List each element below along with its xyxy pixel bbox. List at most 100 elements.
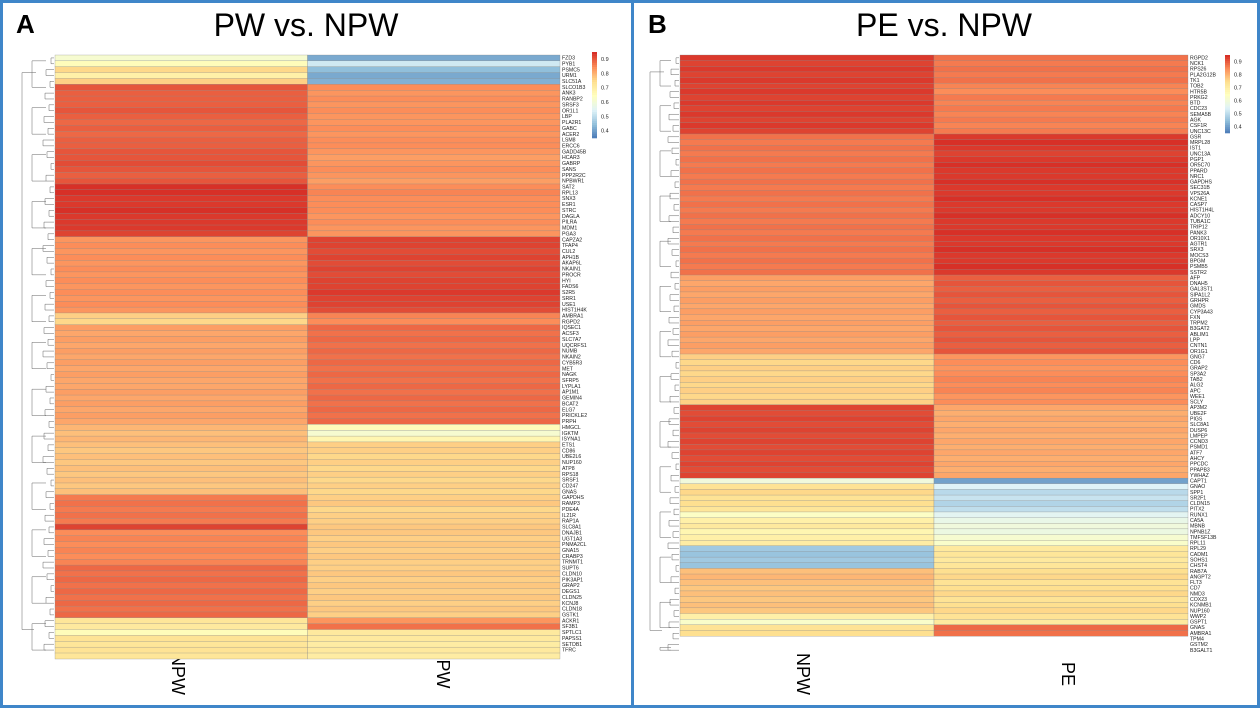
- row-label: ABLIM1: [1190, 332, 1209, 338]
- heatmap-cell: [933, 297, 1189, 304]
- row-label: UBE2L6: [562, 454, 581, 460]
- heatmap-cell: [54, 494, 308, 501]
- colorbar-segment: [1225, 56, 1230, 60]
- row-label: CD7: [1190, 586, 1200, 592]
- heatmap-cell: [54, 547, 308, 554]
- heatmap-cell: [933, 427, 1189, 434]
- heatmap-cell: [54, 66, 308, 73]
- colorbar-segment: [1225, 92, 1230, 95]
- heatmap-cell: [679, 280, 935, 287]
- dendrogram-branch: [44, 514, 54, 522]
- heatmap-cell: [307, 242, 561, 249]
- row-label: URM1: [562, 73, 577, 79]
- heatmap-cell: [54, 101, 308, 109]
- heatmap-cell: [307, 306, 561, 314]
- heatmap-cell: [679, 190, 935, 197]
- colorbar-segment: [592, 103, 597, 107]
- heatmap-cell: [54, 166, 308, 173]
- heatmap-cell: [933, 607, 1189, 614]
- heatmap-cell: [307, 371, 561, 378]
- row-label: PANK3: [1190, 230, 1207, 236]
- heatmap-cell: [679, 415, 935, 422]
- heatmap-cell: [679, 212, 935, 219]
- heatmap-cell: [307, 160, 561, 167]
- dendrogram-branch: [43, 327, 54, 334]
- heatmap-cell: [933, 252, 1189, 259]
- row-label: NPNB1Z: [1190, 529, 1210, 535]
- heatmap-cell: [679, 540, 935, 547]
- row-label: AP1M1: [562, 390, 579, 396]
- dendrogram-branch: [659, 511, 671, 538]
- row-label: SRX3: [1190, 247, 1204, 253]
- panel-a-label: A: [16, 9, 35, 39]
- heatmap-cell: [307, 453, 561, 460]
- heatmap-cell: [679, 398, 935, 406]
- row-label: NCK1: [1190, 61, 1204, 67]
- heatmap-cell: [307, 559, 561, 566]
- heatmap-cell: [307, 342, 561, 349]
- row-label: AHCY: [1190, 456, 1205, 462]
- colorbar-segment: [1225, 90, 1230, 93]
- dendrogram-branch: [670, 373, 679, 380]
- row-label: PILRA: [562, 220, 578, 226]
- colorbar-segment: [592, 71, 597, 74]
- heatmap-cell: [933, 235, 1189, 242]
- row-label: GSR: [1190, 134, 1201, 140]
- heatmap-cell: [307, 254, 561, 261]
- heatmap-cell: [307, 500, 561, 507]
- heatmap-cell: [307, 301, 561, 308]
- heatmap-cell: [933, 449, 1189, 456]
- heatmap-cell: [679, 201, 935, 208]
- heatmap-cell: [54, 78, 308, 85]
- colorbar-segment: [592, 135, 597, 139]
- dendrogram-branch: [659, 556, 671, 583]
- heatmap-cell: [307, 383, 561, 390]
- heatmap-cell: [307, 60, 561, 68]
- row-label: CADM1: [1190, 552, 1208, 558]
- heatmap-cell: [54, 160, 308, 167]
- heatmap-cell: [679, 336, 935, 344]
- heatmap-cell: [679, 607, 935, 614]
- heatmap-cell: [679, 297, 935, 304]
- heatmap-cell: [679, 145, 935, 152]
- heatmap-cell: [933, 116, 1189, 123]
- heatmap-cell: [54, 312, 308, 320]
- heatmap-cell: [54, 353, 308, 361]
- colorbar-segment: [592, 52, 597, 55]
- heatmap-cell: [679, 71, 935, 78]
- heatmap-cell: [933, 184, 1189, 191]
- row-label: PIK3AP1: [562, 577, 583, 583]
- heatmap-cell: [54, 230, 308, 238]
- dendrogram-branch: [667, 542, 679, 549]
- heatmap-cell: [679, 353, 935, 360]
- colorbar-tick-label: 0.9: [1234, 59, 1242, 65]
- dendrogram-branch: [672, 125, 679, 132]
- row-label: HYI: [562, 278, 571, 284]
- heatmap-cell: [933, 173, 1189, 180]
- heatmap-cell: [679, 150, 935, 157]
- heatmap-cell: [307, 295, 561, 302]
- heatmap-cell: [679, 111, 935, 118]
- dendrogram-branch: [659, 286, 671, 312]
- heatmap-cell: [54, 523, 308, 531]
- row-label: ANK3: [562, 91, 576, 97]
- dendrogram-branch: [44, 409, 54, 416]
- dendrogram-branch: [48, 632, 54, 639]
- heatmap-cell: [679, 319, 935, 327]
- colorbar-segment: [1225, 99, 1230, 103]
- colorbar-tick-label: 0.7: [1234, 85, 1242, 91]
- heatmap-cell: [933, 314, 1189, 321]
- heatmap-cell: [54, 301, 308, 308]
- row-label: VPS26A: [1190, 191, 1210, 197]
- heatmap-cell: [307, 125, 561, 132]
- row-label: PSMD1: [1190, 445, 1208, 451]
- colorbar-tick-label: 0.4: [601, 129, 609, 135]
- colorbar-segment: [1225, 113, 1230, 116]
- heatmap-cell: [679, 263, 935, 270]
- panel-b-heatmap: [679, 54, 1189, 637]
- row-label: NAGK: [562, 372, 577, 378]
- heatmap-cell: [54, 84, 308, 91]
- heatmap-cell: [679, 590, 935, 597]
- heatmap-cell: [307, 600, 561, 607]
- row-label: KCNMB1: [1190, 603, 1212, 609]
